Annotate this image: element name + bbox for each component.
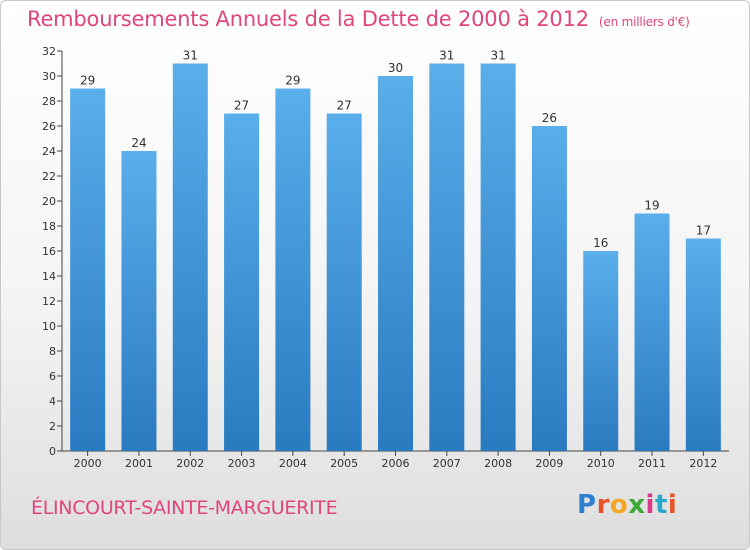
x-axis: 2000 2001 2002 2003 2004 2005 2006 2007 2008 2009…	[62, 450, 729, 470]
x-tick-label: 2010	[587, 457, 615, 470]
value-label-2003: 27	[234, 99, 249, 113]
bar-2004	[275, 88, 311, 451]
x-tick-label: 2005	[330, 457, 358, 470]
x-tick-label: 2008	[484, 457, 512, 470]
city-name: ÉLINCOURT-SAINTE-MARGUERITE	[31, 497, 338, 519]
value-label-2005: 27	[337, 99, 352, 113]
value-label-2008: 31	[490, 49, 505, 63]
chart-unit-label: (en milliers d'€)	[598, 15, 690, 29]
x-tick-label: 2011	[638, 457, 666, 470]
y-tick-label: 6	[49, 370, 56, 383]
chart-title-text: Remboursements Annuels de la Dette de 20…	[27, 7, 589, 31]
bar-2002	[172, 63, 208, 451]
bar-2011	[634, 213, 670, 451]
y-tick-label: 16	[42, 245, 56, 258]
y-tick-label: 14	[42, 270, 56, 283]
y-tick-label: 32	[42, 45, 56, 58]
x-tick-label: 2000	[74, 457, 102, 470]
y-tick-label: 28	[42, 95, 56, 108]
x-tick-label: 2007	[433, 457, 461, 470]
value-label-2002: 31	[183, 49, 198, 63]
bar-2000	[70, 88, 106, 451]
value-label-2007: 31	[439, 49, 454, 63]
x-tick-label: 2006	[382, 457, 410, 470]
bars-group	[70, 63, 721, 451]
bar-2009	[531, 126, 567, 451]
value-label-2001: 24	[131, 136, 146, 150]
value-label-2011: 19	[644, 199, 659, 213]
y-tick-label: 0	[49, 445, 56, 458]
bar-2012	[685, 238, 721, 451]
y-tick-label: 20	[42, 195, 56, 208]
chart-title: Remboursements Annuels de la Dette de 20…	[27, 7, 690, 31]
value-label-2006: 30	[388, 61, 403, 75]
bar-2005	[326, 113, 362, 451]
bar-2010	[583, 251, 619, 451]
y-tick-label: 22	[42, 170, 56, 183]
value-label-2012: 17	[696, 224, 711, 238]
y-tick-label: 30	[42, 70, 56, 83]
y-tick-label: 4	[49, 395, 56, 408]
x-tick-label: 2004	[279, 457, 307, 470]
bar-2007	[429, 63, 465, 451]
value-label-2004: 29	[285, 74, 300, 88]
x-tick-label: 2001	[125, 457, 153, 470]
bar-2001	[121, 151, 157, 451]
value-label-2000: 29	[80, 74, 95, 88]
x-tick-label: 2003	[228, 457, 256, 470]
value-labels-group: 29 24 31 27 29 27 30 31 31 26 16 19 17	[80, 49, 711, 251]
x-tick-label: 2009	[535, 457, 563, 470]
y-tick-label: 24	[42, 145, 56, 158]
y-tick-label: 8	[49, 345, 56, 358]
x-tick-label: 2002	[176, 457, 204, 470]
x-tick-label: 2012	[689, 457, 717, 470]
value-label-2009: 26	[542, 111, 557, 125]
y-tick-label: 12	[42, 295, 56, 308]
y-tick-label: 18	[42, 220, 56, 233]
y-tick-label: 2	[49, 420, 56, 433]
bar-2003	[224, 113, 260, 451]
y-tick-label: 26	[42, 120, 56, 133]
proxiti-logo: Proxiti	[577, 490, 678, 520]
y-tick-label: 10	[42, 320, 56, 333]
value-label-2010: 16	[593, 236, 608, 250]
bar-2006	[378, 76, 413, 451]
bar-2008	[480, 63, 516, 451]
